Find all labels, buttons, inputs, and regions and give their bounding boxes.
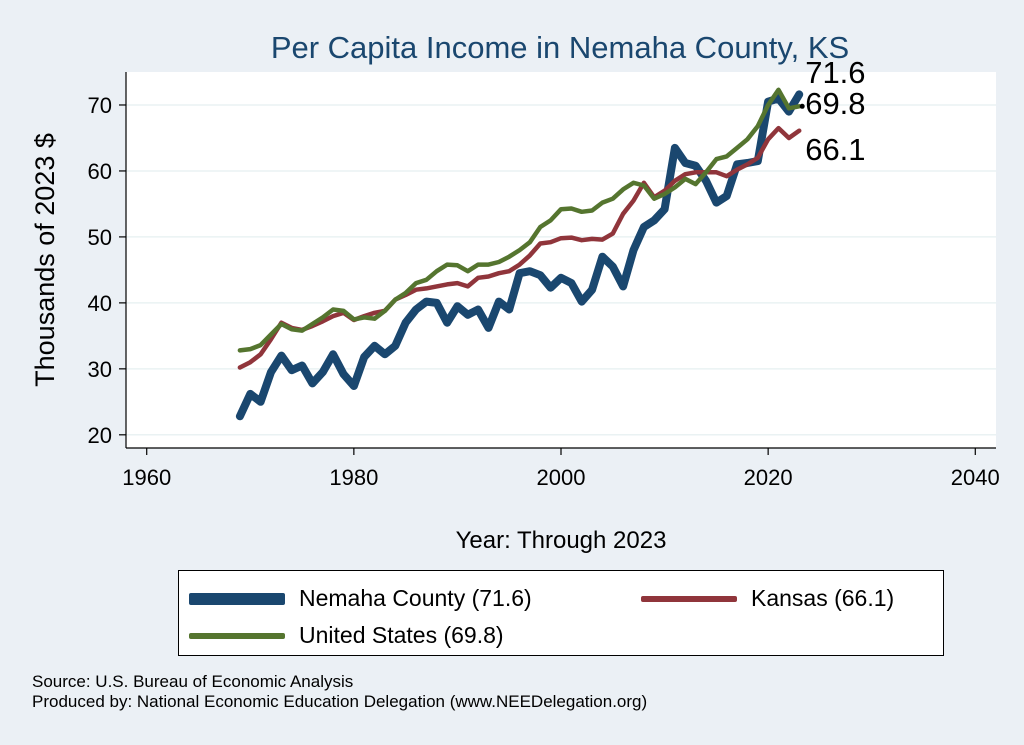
legend-label-kansas: Kansas (66.1) (751, 585, 895, 611)
legend-label-united-states: United States (69.8) (299, 622, 504, 648)
x-tick-label: 2020 (744, 465, 793, 490)
grid-lines (126, 104, 996, 436)
legend-swatch-nemaha (189, 592, 285, 605)
y-tick-label: 40 (88, 291, 112, 316)
legend-swatch-united-states (189, 632, 285, 639)
end-value-label: 69.8 (805, 86, 865, 121)
end-value-label: 66.1 (805, 132, 865, 167)
x-axis-label: Year: Through 2023 (456, 527, 667, 554)
plot-area (126, 72, 996, 448)
y-tick-label: 60 (88, 159, 112, 184)
series-lines (235, 87, 804, 421)
x-tick-label: 1960 (122, 465, 171, 490)
legend-label-nemaha: Nemaha County (71.6) (299, 585, 532, 611)
series-line-nemaha (235, 90, 804, 421)
legend-item-nemaha: Nemaha County (71.6) (189, 585, 532, 612)
y-axis-label: Thousands of 2023 $ (30, 133, 60, 387)
end-labels: 71.669.8 66.1 (799, 55, 866, 167)
legend-item-united-states: United States (69.8) (189, 622, 504, 649)
y-tick-label: 70 (88, 93, 112, 118)
y-tick-label: 20 (88, 423, 112, 448)
legend-swatch-kansas (641, 595, 737, 602)
x-tick-label: 2000 (537, 465, 586, 490)
end-marker (799, 103, 805, 109)
y-tick-label: 30 (88, 357, 112, 382)
producer-note: Produced by: National Economic Education… (32, 692, 648, 711)
y-tick-label: 50 (88, 225, 112, 250)
source-note: Source: U.S. Bureau of Economic Analysis (32, 672, 354, 691)
legend: Nemaha County (71.6) Kansas (66.1) Unite… (178, 570, 944, 656)
end-value-label: 71.6 (805, 55, 865, 90)
axis-ticks: 20 30 40 50 60 70 1960 1980 2000 2020 2040 (88, 93, 1000, 490)
source-notes: Source: U.S. Bureau of Economic Analysis… (32, 672, 647, 712)
legend-item-kansas: Kansas (66.1) (641, 585, 894, 612)
x-tick-label: 2040 (951, 465, 1000, 490)
x-tick-label: 1980 (329, 465, 378, 490)
series-line-united-states (237, 87, 802, 353)
chart-title: Per Capita Income in Nemaha County, KS (271, 30, 849, 65)
